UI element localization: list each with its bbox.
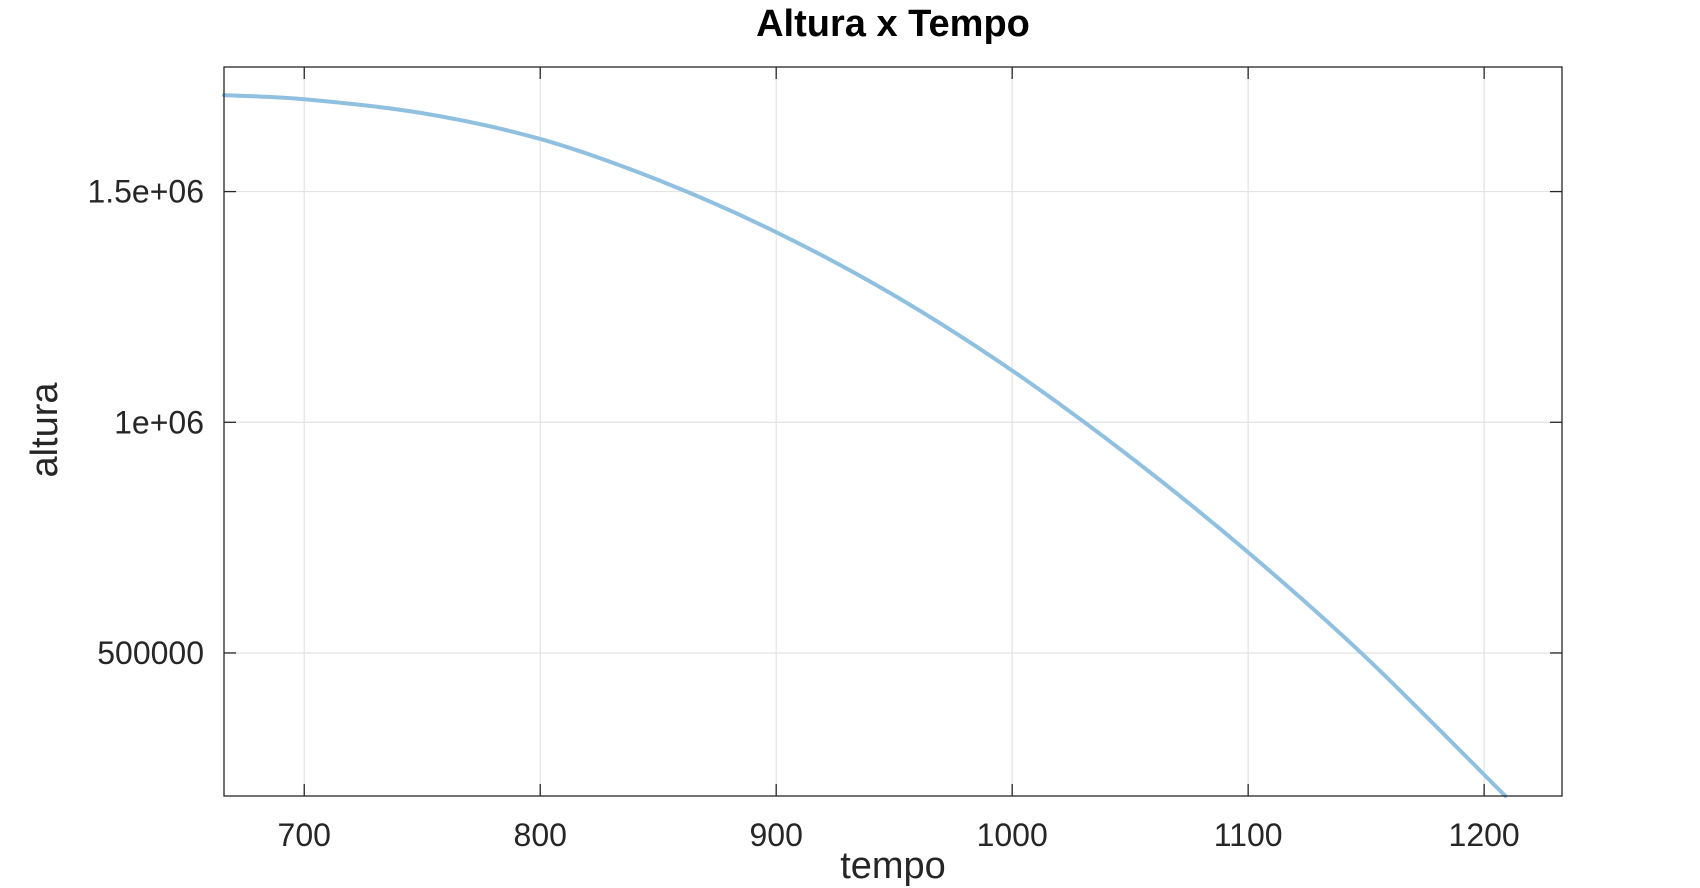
- tick-marks: [224, 67, 1562, 796]
- x-tick-labels: 700 800 900 1000 1100 1200: [278, 817, 1520, 853]
- x-tick-label: 1000: [977, 817, 1048, 853]
- x-tick-label: 900: [749, 817, 802, 853]
- x-tick-label: 800: [514, 817, 567, 853]
- grid-lines: [224, 67, 1562, 796]
- series-line: [222, 93, 1508, 798]
- x-axis-label: tempo: [840, 845, 946, 887]
- x-tick-label: 700: [278, 817, 331, 853]
- x-tick-label: 1200: [1449, 817, 1520, 853]
- x-tick-label: 1100: [1214, 817, 1283, 853]
- y-tick-label: 1.5e+06: [87, 174, 204, 210]
- y-axis-label: altura: [24, 382, 66, 478]
- series-layer: [222, 93, 1508, 798]
- chart-title: Altura x Tempo: [756, 3, 1030, 45]
- y-tick-labels: 500000 1e+06 1.5e+06: [87, 174, 204, 671]
- y-tick-label: 500000: [97, 635, 204, 671]
- y-tick-label: 1e+06: [114, 404, 204, 440]
- plot-frame: [223, 66, 1563, 797]
